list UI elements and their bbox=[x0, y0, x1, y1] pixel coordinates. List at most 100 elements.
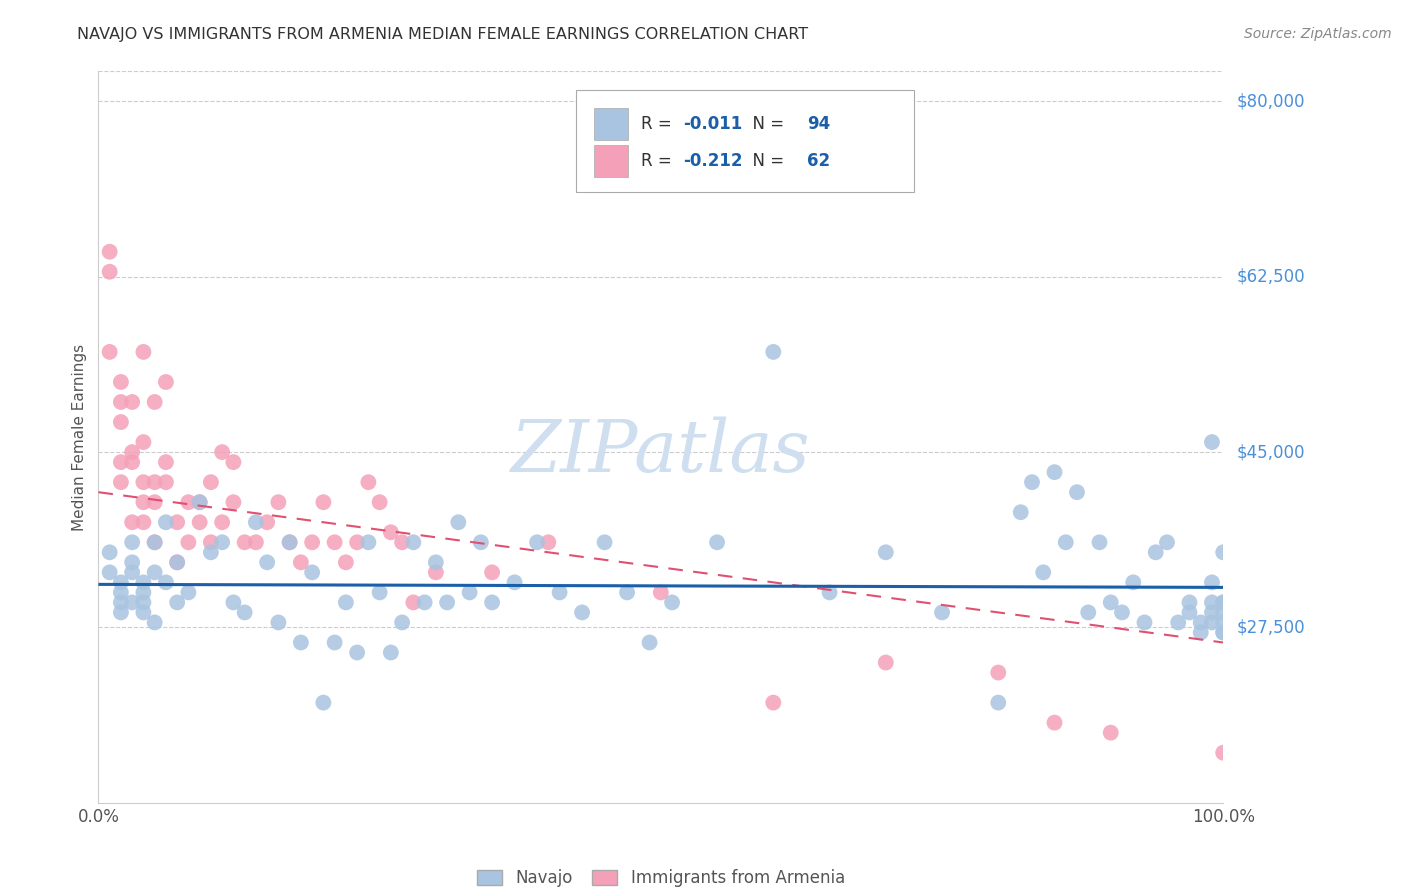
Point bbox=[1156, 535, 1178, 549]
Point bbox=[312, 495, 335, 509]
Point bbox=[98, 545, 121, 559]
Point bbox=[132, 435, 155, 450]
Point bbox=[323, 635, 346, 649]
Point bbox=[368, 585, 391, 599]
Point bbox=[200, 545, 222, 559]
Point bbox=[1201, 606, 1223, 620]
Point bbox=[616, 585, 638, 599]
Point bbox=[267, 615, 290, 630]
Point bbox=[132, 475, 155, 490]
Point bbox=[875, 545, 897, 559]
Point bbox=[1032, 566, 1054, 580]
Point bbox=[593, 535, 616, 549]
Point bbox=[931, 606, 953, 620]
Point bbox=[1212, 606, 1234, 620]
Point bbox=[200, 475, 222, 490]
Point bbox=[301, 535, 323, 549]
Point bbox=[335, 555, 357, 569]
Point bbox=[346, 535, 368, 549]
Point bbox=[638, 635, 661, 649]
Point bbox=[402, 535, 425, 549]
Point bbox=[380, 525, 402, 540]
Point bbox=[650, 585, 672, 599]
Point bbox=[121, 555, 143, 569]
Point bbox=[121, 515, 143, 529]
Point bbox=[177, 585, 200, 599]
Point bbox=[121, 566, 143, 580]
Point bbox=[132, 585, 155, 599]
Point bbox=[470, 535, 492, 549]
Point bbox=[425, 555, 447, 569]
Point bbox=[526, 535, 548, 549]
Point bbox=[1122, 575, 1144, 590]
Point bbox=[256, 555, 278, 569]
Point bbox=[413, 595, 436, 609]
Point bbox=[1088, 535, 1111, 549]
Point bbox=[818, 585, 841, 599]
Point bbox=[481, 595, 503, 609]
Point bbox=[211, 445, 233, 459]
Point bbox=[267, 495, 290, 509]
Y-axis label: Median Female Earnings: Median Female Earnings bbox=[72, 343, 87, 531]
Text: $62,500: $62,500 bbox=[1237, 268, 1306, 285]
Point bbox=[875, 656, 897, 670]
Point bbox=[222, 595, 245, 609]
Point bbox=[1212, 625, 1234, 640]
Point bbox=[1133, 615, 1156, 630]
Point bbox=[481, 566, 503, 580]
Point bbox=[121, 535, 143, 549]
Point bbox=[143, 535, 166, 549]
Point bbox=[166, 515, 188, 529]
Point bbox=[200, 535, 222, 549]
Point bbox=[1189, 625, 1212, 640]
Text: -0.212: -0.212 bbox=[683, 153, 742, 170]
Point bbox=[1054, 535, 1077, 549]
Legend: Navajo, Immigrants from Armenia: Navajo, Immigrants from Armenia bbox=[470, 863, 852, 892]
Point bbox=[155, 515, 177, 529]
Text: N =: N = bbox=[742, 153, 789, 170]
Point bbox=[132, 515, 155, 529]
Point bbox=[1212, 615, 1234, 630]
Point bbox=[245, 535, 267, 549]
Point bbox=[166, 555, 188, 569]
Point bbox=[211, 515, 233, 529]
Point bbox=[143, 566, 166, 580]
Point bbox=[1043, 465, 1066, 479]
Point bbox=[132, 606, 155, 620]
Text: NAVAJO VS IMMIGRANTS FROM ARMENIA MEDIAN FEMALE EARNINGS CORRELATION CHART: NAVAJO VS IMMIGRANTS FROM ARMENIA MEDIAN… bbox=[77, 27, 808, 42]
Point bbox=[110, 595, 132, 609]
Point bbox=[447, 515, 470, 529]
Point bbox=[110, 375, 132, 389]
Point bbox=[1144, 545, 1167, 559]
Point bbox=[143, 535, 166, 549]
Point bbox=[98, 345, 121, 359]
Point bbox=[357, 535, 380, 549]
Point bbox=[278, 535, 301, 549]
Point bbox=[132, 575, 155, 590]
Point bbox=[110, 415, 132, 429]
Point bbox=[143, 495, 166, 509]
Point bbox=[1010, 505, 1032, 519]
Text: $80,000: $80,000 bbox=[1237, 93, 1306, 111]
Text: ZIPatlas: ZIPatlas bbox=[510, 417, 811, 487]
Point bbox=[121, 445, 143, 459]
Point bbox=[177, 495, 200, 509]
Point bbox=[312, 696, 335, 710]
Point bbox=[121, 395, 143, 409]
Point bbox=[402, 595, 425, 609]
Point bbox=[222, 455, 245, 469]
Point bbox=[762, 696, 785, 710]
Point bbox=[110, 575, 132, 590]
Point bbox=[121, 595, 143, 609]
Point bbox=[1099, 595, 1122, 609]
Text: 62: 62 bbox=[807, 153, 830, 170]
Point bbox=[143, 475, 166, 490]
Point bbox=[256, 515, 278, 529]
Text: 94: 94 bbox=[807, 115, 831, 133]
Point bbox=[357, 475, 380, 490]
Point bbox=[1201, 615, 1223, 630]
Point bbox=[132, 495, 155, 509]
FancyBboxPatch shape bbox=[595, 108, 628, 140]
Point bbox=[380, 646, 402, 660]
Point bbox=[155, 475, 177, 490]
